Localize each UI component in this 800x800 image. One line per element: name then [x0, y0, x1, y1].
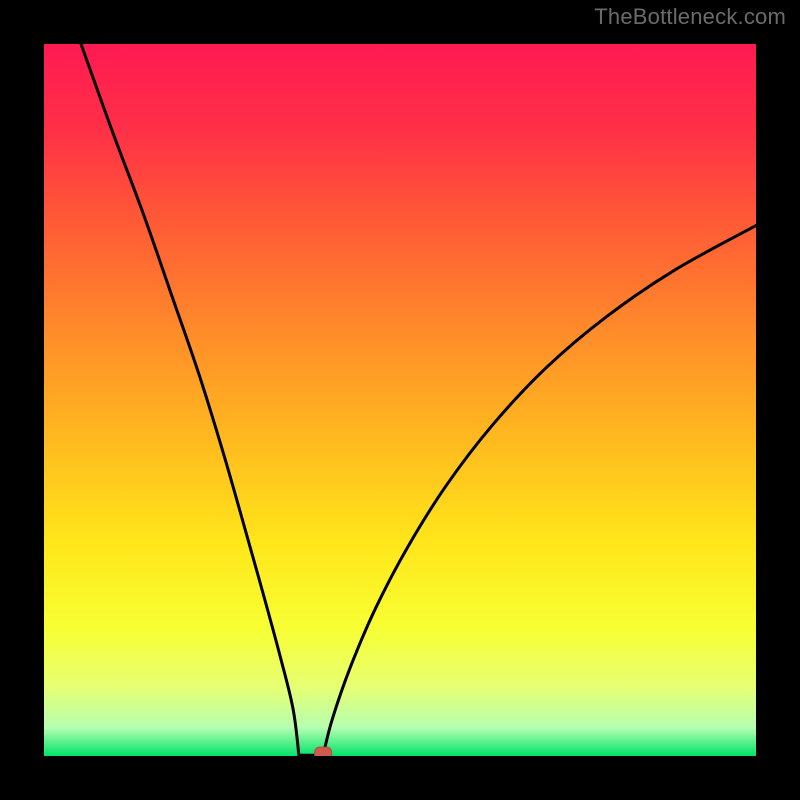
- bottleneck-chart: [0, 0, 800, 800]
- plot-background: [44, 44, 756, 756]
- chart-root: TheBottleneck.com: [0, 0, 800, 800]
